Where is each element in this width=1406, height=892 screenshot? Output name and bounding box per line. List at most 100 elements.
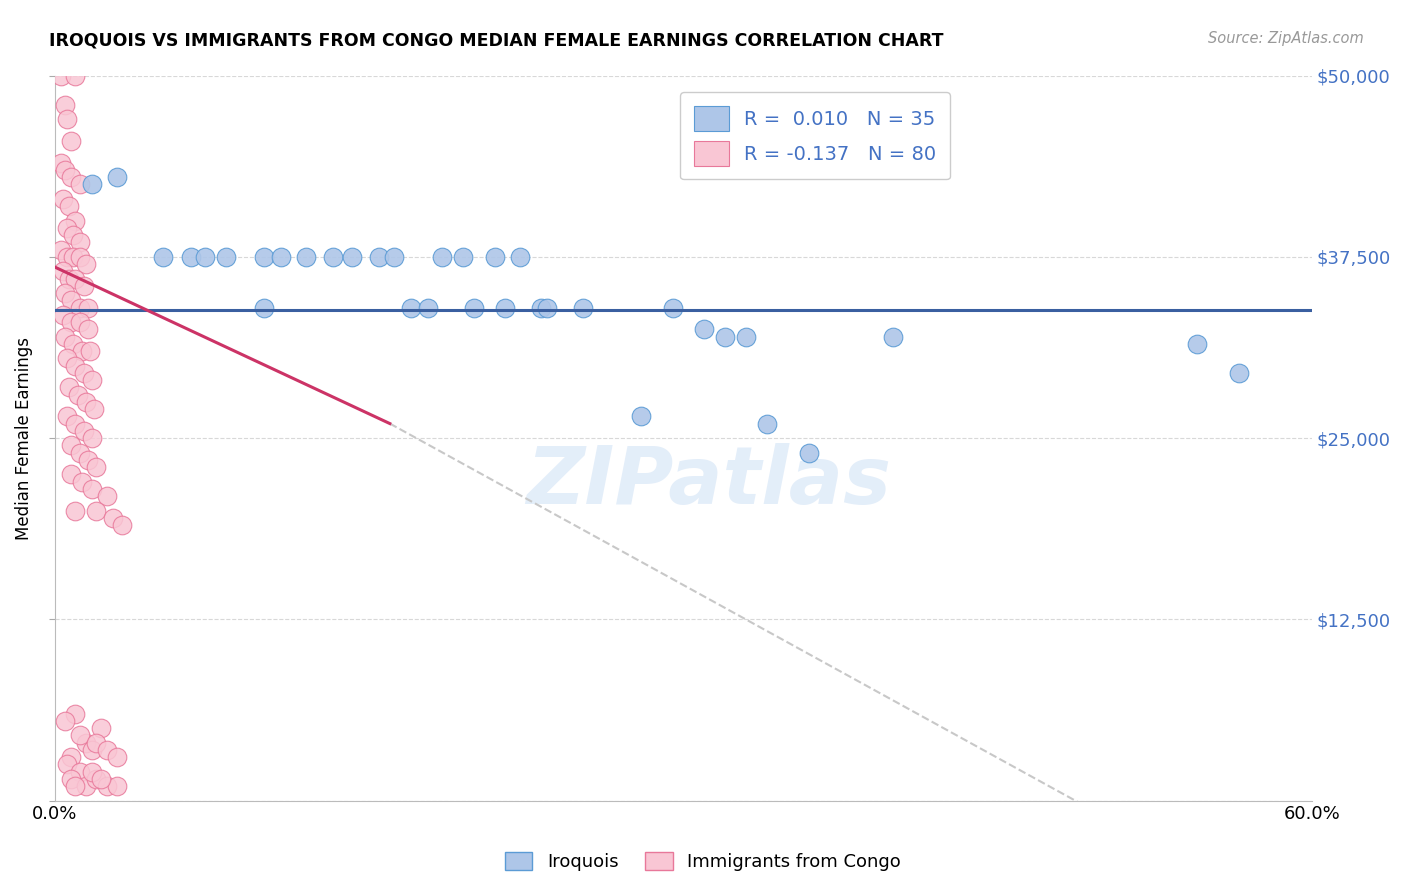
Point <box>253 250 276 264</box>
Point <box>53 286 76 301</box>
Point <box>451 250 474 264</box>
Point <box>60 134 83 148</box>
Point <box>77 301 100 315</box>
Point <box>90 772 112 786</box>
Point <box>82 431 104 445</box>
Legend: R =  0.010   N = 35, R = -0.137   N = 80: R = 0.010 N = 35, R = -0.137 N = 80 <box>681 93 950 179</box>
Point <box>65 271 87 285</box>
Point <box>53 714 76 728</box>
Point <box>86 772 108 786</box>
Point <box>60 315 83 329</box>
Point <box>180 250 202 264</box>
Point <box>253 301 276 315</box>
Point <box>56 112 79 126</box>
Point <box>58 271 80 285</box>
Point <box>630 409 652 424</box>
Point <box>70 475 93 489</box>
Point <box>56 220 79 235</box>
Point <box>215 250 238 264</box>
Point <box>75 257 97 271</box>
Point <box>65 706 87 721</box>
Point <box>56 409 79 424</box>
Point <box>53 97 76 112</box>
Point <box>416 301 439 315</box>
Y-axis label: Median Female Earnings: Median Female Earnings <box>15 336 32 540</box>
Point <box>86 736 108 750</box>
Point <box>82 482 104 496</box>
Point <box>56 351 79 366</box>
Point <box>65 213 87 227</box>
Point <box>70 344 93 359</box>
Point <box>49 155 72 169</box>
Point <box>69 301 91 315</box>
Point <box>60 750 83 764</box>
Point <box>49 243 72 257</box>
Point <box>73 278 96 293</box>
Point <box>96 743 118 757</box>
Point <box>73 366 96 380</box>
Point <box>110 518 132 533</box>
Point <box>60 438 83 452</box>
Point <box>53 162 76 177</box>
Point <box>714 329 737 343</box>
Point <box>49 69 72 83</box>
Point <box>756 417 779 431</box>
Point <box>77 322 100 336</box>
Point <box>797 445 820 459</box>
Point <box>194 250 217 264</box>
Point <box>52 308 75 322</box>
Point <box>56 757 79 772</box>
Point <box>661 301 683 315</box>
Point <box>69 728 91 742</box>
Point <box>735 329 758 343</box>
Point <box>152 250 174 264</box>
Point <box>60 169 83 184</box>
Point <box>340 250 363 264</box>
Text: Source: ZipAtlas.com: Source: ZipAtlas.com <box>1208 31 1364 46</box>
Point <box>295 250 318 264</box>
Point <box>69 250 91 264</box>
Point <box>69 235 91 250</box>
Point <box>79 344 101 359</box>
Point <box>83 402 105 417</box>
Point <box>96 779 118 793</box>
Point <box>432 250 454 264</box>
Text: IROQUOIS VS IMMIGRANTS FROM CONGO MEDIAN FEMALE EARNINGS CORRELATION CHART: IROQUOIS VS IMMIGRANTS FROM CONGO MEDIAN… <box>49 31 943 49</box>
Point <box>56 250 79 264</box>
Point <box>77 452 100 467</box>
Point <box>69 445 91 459</box>
Point <box>322 250 344 264</box>
Point <box>90 721 112 735</box>
Point <box>82 743 104 757</box>
Point <box>536 301 558 315</box>
Point <box>62 227 84 242</box>
Point <box>463 301 485 315</box>
Point <box>509 250 531 264</box>
Point <box>105 779 128 793</box>
Point <box>82 764 104 779</box>
Point <box>82 178 104 192</box>
Point <box>65 779 87 793</box>
Point <box>60 772 83 786</box>
Point <box>60 467 83 482</box>
Point <box>105 169 128 184</box>
Point <box>368 250 391 264</box>
Point <box>69 764 91 779</box>
Point <box>882 329 904 343</box>
Point <box>484 250 506 264</box>
Point <box>103 511 125 525</box>
Point <box>382 250 405 264</box>
Point <box>52 264 75 278</box>
Point <box>65 417 87 431</box>
Point <box>105 750 128 764</box>
Point <box>60 293 83 308</box>
Point <box>52 192 75 206</box>
Point <box>58 199 80 213</box>
Point <box>1227 366 1250 380</box>
Point <box>530 301 553 315</box>
Point <box>86 460 108 475</box>
Point <box>73 424 96 438</box>
Point <box>75 736 97 750</box>
Point <box>53 329 76 343</box>
Point <box>66 387 89 401</box>
